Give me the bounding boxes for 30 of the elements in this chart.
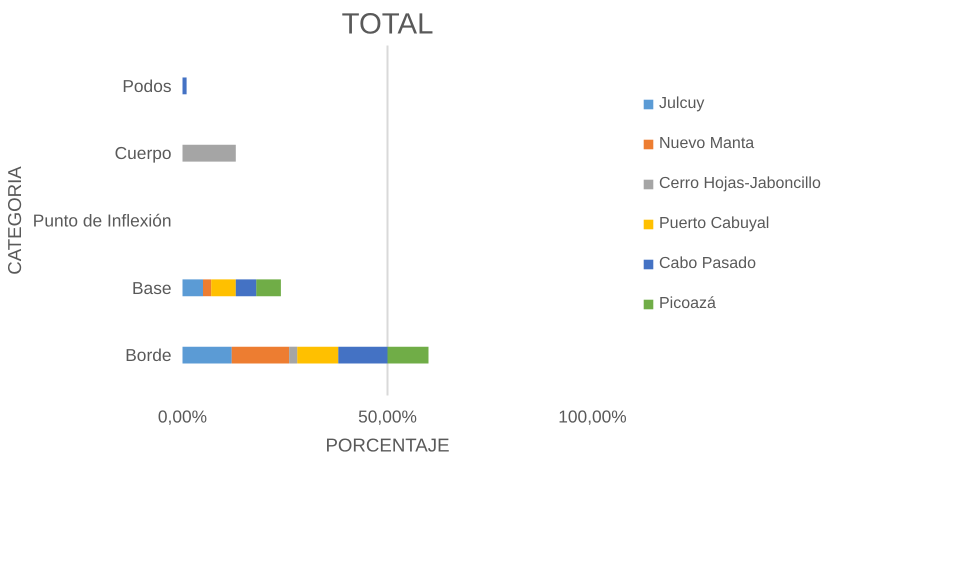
x-tick-label: 100,00% xyxy=(558,406,627,426)
bar xyxy=(388,346,428,364)
y-tick-label: Punto de Inflexión xyxy=(32,210,172,230)
x-tick-label: 50,00% xyxy=(358,406,417,426)
y-tick-label: Borde xyxy=(125,345,172,366)
x-tick-label: 0,00% xyxy=(158,406,208,426)
y-tick-label: Base xyxy=(132,278,172,298)
chart-title: TOTAL xyxy=(342,8,434,40)
bar xyxy=(203,279,212,296)
bar xyxy=(297,346,338,364)
y-tick-label: Podos xyxy=(122,76,172,96)
legend-label: Cabo Pasado xyxy=(659,255,756,273)
y-tick-label: Cuerpo xyxy=(114,143,172,164)
bar xyxy=(182,346,232,364)
bar xyxy=(232,346,290,364)
bar xyxy=(182,144,236,162)
legend-label: Puerto Cabuyal xyxy=(659,215,770,233)
legend-label: Cerro Hojas-Jaboncillo xyxy=(659,175,821,193)
legend-label: Nuevo Manta xyxy=(659,135,754,153)
bar xyxy=(256,279,281,296)
bar xyxy=(182,77,187,94)
legend-label: Picoazá xyxy=(659,295,716,313)
bar xyxy=(182,279,203,296)
bar xyxy=(289,346,298,364)
legend-label: Julcuy xyxy=(659,95,704,113)
x-axis-title: PORCENTAJE xyxy=(325,434,450,456)
y-axis-title: CATEGORIA xyxy=(4,166,25,275)
bar xyxy=(338,346,388,364)
bar xyxy=(211,279,236,296)
bar xyxy=(236,279,256,296)
